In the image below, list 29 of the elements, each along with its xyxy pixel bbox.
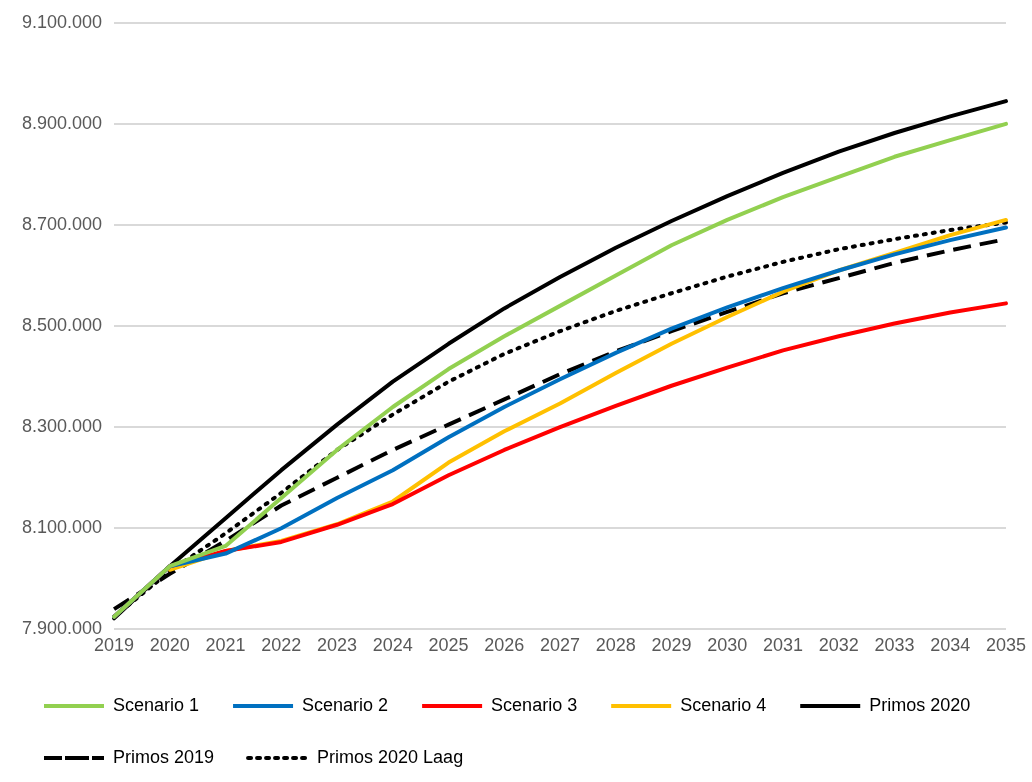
x-tick-label: 2026 — [484, 635, 525, 656]
y-tick-label: 9.100.000 — [22, 11, 103, 32]
legend-label: Scenario 1 — [113, 694, 200, 715]
x-tick-label: 2029 — [651, 635, 692, 656]
y-tick-label: 8.700.000 — [22, 213, 103, 234]
x-tick-label: 2035 — [985, 635, 1026, 656]
legend-label: Scenario 3 — [491, 694, 578, 715]
y-tick-label: 8.300.000 — [22, 416, 103, 437]
x-tick-label: 2028 — [595, 635, 636, 656]
x-tick-label: 2034 — [930, 635, 971, 656]
x-tick-label: 2024 — [372, 635, 413, 656]
legend-label: Scenario 2 — [302, 694, 389, 715]
legend-label: Primos 2020 Laag — [317, 746, 464, 767]
x-tick-label: 2032 — [818, 635, 859, 656]
x-tick-label: 2023 — [317, 635, 358, 656]
x-tick-label: 2022 — [261, 635, 302, 656]
x-tick-label: 2025 — [428, 635, 469, 656]
legend-label: Primos 2020 — [869, 694, 971, 715]
x-tick-label: 2031 — [762, 635, 804, 656]
legend-label: Primos 2019 — [113, 746, 215, 767]
x-tick-label: 2033 — [874, 635, 915, 656]
x-tick-label: 2021 — [205, 635, 246, 656]
y-tick-label: 8.900.000 — [22, 112, 103, 133]
y-tick-label: 8.500.000 — [22, 315, 103, 336]
x-tick-label: 2027 — [540, 635, 581, 656]
x-tick-label: 2030 — [707, 635, 748, 656]
x-tick-label: 2020 — [149, 635, 190, 656]
legend-label: Scenario 4 — [680, 694, 767, 715]
y-tick-label: 8.100.000 — [22, 517, 103, 538]
